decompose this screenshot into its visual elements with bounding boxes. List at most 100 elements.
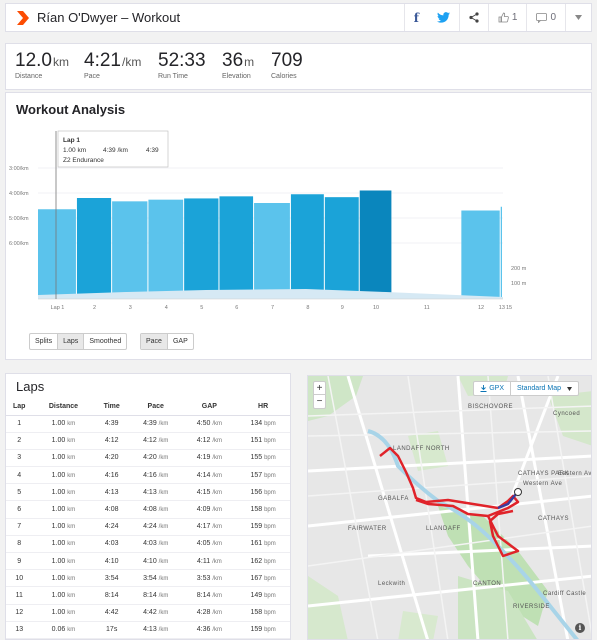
y-tick-label: 3:00/km [9,166,29,172]
laps-col-gap: GAP [182,399,237,416]
lap-cell-lap: 8 [6,535,33,554]
elevation-area [38,289,503,299]
laps-col-time: Time [94,399,129,416]
table-row[interactable]: 3 1.00 km 4:20 4:20 /km 4:19 /km 155 bpm [6,449,290,468]
lap-cell-gap: 3:53 /km [182,569,237,588]
y-tick-label: 6:00/km [9,241,29,247]
comment-icon [536,12,548,23]
table-row[interactable]: 6 1.00 km 4:08 4:08 /km 4:09 /km 158 bpm [6,500,290,519]
stat-run-time: 52:33 Run Time [158,50,206,80]
lap-cell-lap: 9 [6,552,33,571]
lap-cell-pace: 4:24 /km [128,518,183,536]
lap-cell-distance: 1.00 km [32,552,95,571]
lap-pace-chart[interactable]: 3:00/km 4:00/km 5:00/km 6:00/km 200 m 100 m La… [6,93,593,323]
laps-col-distance: Distance [32,399,95,416]
laps-button[interactable]: Laps [58,334,85,349]
laps-col-lap: Lap [6,399,33,416]
table-row[interactable]: 2 1.00 km 4:12 4:12 /km 4:12 /km 151 bpm [6,432,290,450]
zoom-controls: + − [313,381,326,409]
more-options-button[interactable] [566,4,591,31]
table-row[interactable]: 7 1.00 km 4:24 4:24 /km 4:17 /km 159 bpm [6,518,290,536]
gap-button[interactable]: GAP [172,338,188,345]
lap-cell-pace: 4:16 /km [128,466,183,485]
lap-cell-distance: 1.00 km [32,518,95,536]
lap-cell-time: 4:20 [94,449,129,468]
smoothed-button[interactable]: Smoothed [89,338,122,345]
zoom-out-button[interactable]: − [316,396,323,407]
map-label: Leckwith [378,581,406,587]
lap-cell-pace: 3:54 /km [128,569,183,588]
comment-count: 0 [550,12,556,23]
lap-cell-hr: 159 bpm [236,621,290,639]
table-row[interactable]: 12 1.00 km 4:42 4:42 /km 4:28 /km 158 bpm [6,604,290,622]
lap-bar [38,209,76,299]
lap-cell-time: 3:54 [94,569,129,588]
table-row[interactable]: 13 0.06 km 17s 4:13 /km 4:36 /km 159 bpm [6,621,290,639]
x-tick-label: 3 [129,305,132,311]
kudos-count: 1 [511,12,518,23]
zoom-in-button[interactable]: + [314,382,325,395]
comments-button[interactable]: 0 [527,4,565,31]
facebook-share-icon[interactable]: f [413,10,419,25]
gpx-download-button[interactable]: GPX [474,382,512,395]
lap-cell-distance: 1.00 km [32,432,95,450]
lap-cell-gap: 8:14 /km [182,586,237,605]
map-label: Cardiff Castle [543,591,587,597]
map-info-icon[interactable]: i [575,623,585,633]
lap-cell-time: 4:10 [94,552,129,571]
x-tick-label: Lap 1 [51,305,65,311]
stat-elevation: 36m Elevation [222,50,255,80]
x-tick-label: 6 [235,305,238,311]
twitter-share-icon[interactable] [428,4,459,31]
table-row[interactable]: 9 1.00 km 4:10 4:10 /km 4:11 /km 162 bpm [6,552,290,571]
table-row[interactable]: 5 1.00 km 4:13 4:13 /km 4:15 /km 156 bpm [6,483,290,502]
pace-button[interactable]: Pace [141,334,168,349]
share-icon[interactable] [460,4,488,31]
lap-cell-pace: 4:42 /km [128,604,183,622]
lap-cell-time: 4:16 [94,466,129,485]
strava-logo-icon [17,10,29,25]
lap-cell-time: 17s [94,621,129,639]
x-tick-label: 10 [373,305,379,311]
x-tick-label: 7 [271,305,274,311]
map-label: Eastern Ave [558,471,592,477]
map-label: Western Ave [523,481,563,487]
x-tick-label: 12 [478,305,484,311]
metric-toggle-group: Pace GAP [140,333,194,350]
lap-cell-time: 4:39 [94,415,129,433]
stat-distance: 12.0km Distance [15,50,69,80]
laps-table: Lap Distance Time Pace GAP HR 1 1.00 km 4:39 4:3… [6,399,290,639]
map-type-select[interactable]: Standard Map [511,382,578,395]
lap-cell-hr: 158 bpm [236,604,290,622]
view-toggle-group: Splits Laps Smoothed [29,333,128,350]
lap-cell-pace: 4:10 /km [128,552,183,571]
route-map[interactable]: BISCHOVORE LANDAFF NORTH FAIRWATER LLANDAFF… [307,375,592,640]
table-row[interactable]: 1 1.00 km 4:39 4:39 /km 4:50 /km 134 bpm [6,415,290,433]
lap-cell-gap: 4:11 /km [182,552,237,571]
table-row[interactable]: 11 1.00 km 8:14 8:14 /km 8:14 /km 149 bpm [6,586,290,605]
x-tick-label: 15 [506,305,512,311]
lap-cell-gap: 4:36 /km [182,621,237,639]
lap-bar [324,197,359,299]
x-tick-label: 8 [306,305,309,311]
chevron-down-icon [567,386,572,391]
x-tick-label: 5 [200,305,203,311]
lap-cell-time: 8:14 [94,586,129,605]
kudos-button[interactable]: 1 [489,4,527,31]
laps-col-pace: Pace [128,399,183,416]
lap-cell-gap: 4:15 /km [182,483,237,502]
x-tick-label: 11 [424,305,430,311]
map-label: CATHAYS [538,516,569,522]
table-row[interactable]: 4 1.00 km 4:16 4:16 /km 4:14 /km 157 bpm [6,466,290,485]
lap-bar [359,190,392,299]
table-row[interactable]: 10 1.00 km 3:54 3:54 /km 3:53 /km 167 bpm [6,569,290,588]
lap-cell-gap: 4:09 /km [182,500,237,519]
lap-cell-time: 4:24 [94,518,129,536]
lap-cell-distance: 1.00 km [32,569,95,588]
table-row[interactable]: 8 1.00 km 4:03 4:03 /km 4:05 /km 161 bpm [6,535,290,554]
lap-bar [461,210,500,299]
lap-cell-lap: 1 [6,415,33,433]
y-tick-label: 4:00/km [9,191,29,197]
splits-button[interactable]: Splits [30,334,59,349]
x-tick-label: 4 [165,305,168,311]
